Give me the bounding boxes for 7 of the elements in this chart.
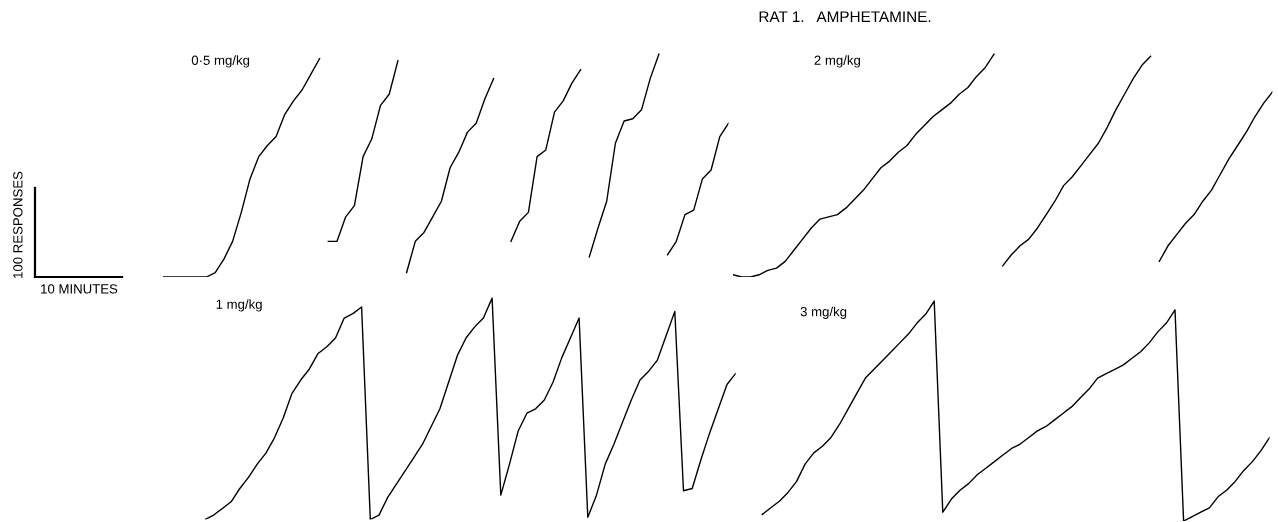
chart-title: 2 mg/kg (814, 55, 860, 68)
chart-title: 1 mg/kg (216, 299, 262, 312)
chart-title: 3 mg/kg (800, 306, 847, 319)
text: RAT 1. AMPHETAMINE. (759, 11, 931, 22)
chart-title: 0·5 mg/kg (191, 55, 250, 68)
text: 100 RESPONSES (13, 171, 23, 278)
text: 10 MINUTES (41, 284, 118, 294)
